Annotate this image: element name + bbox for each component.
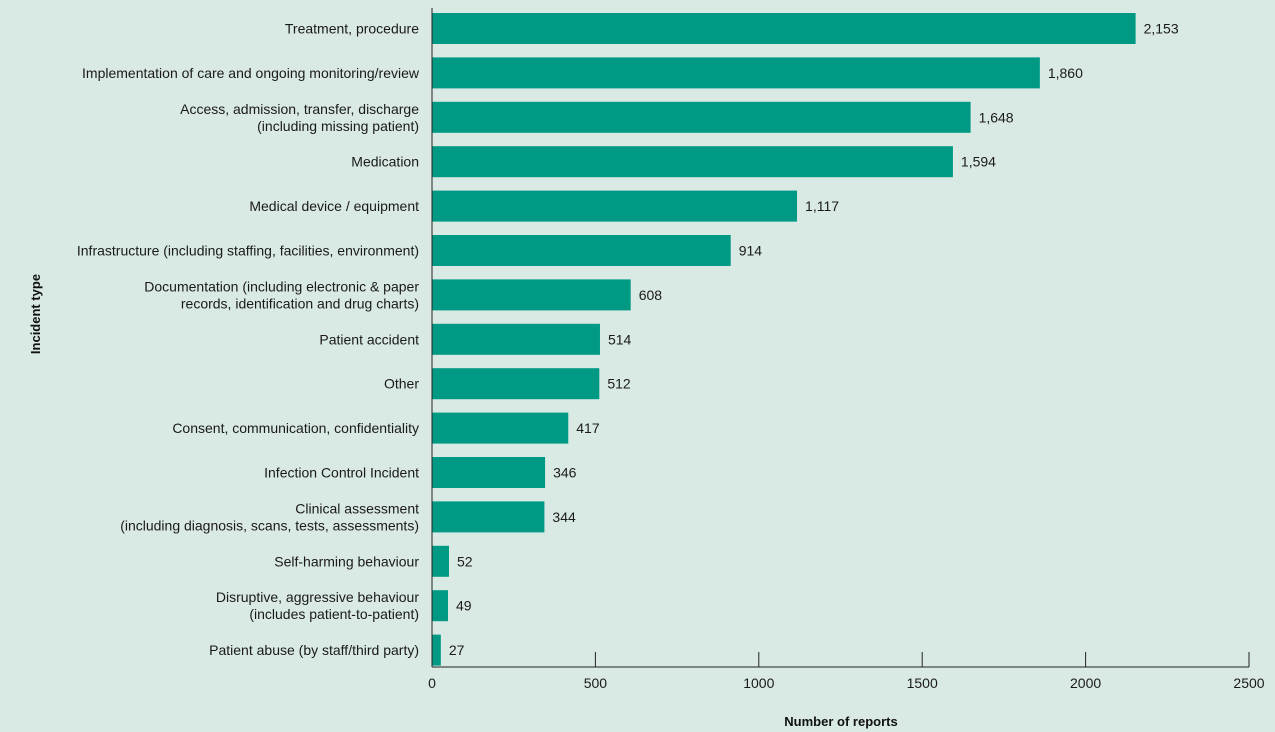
category-label: Consent, communication, confidentiality [172,420,419,436]
bar-value-label: 1,648 [979,109,1014,125]
bar [432,545,449,577]
bar [432,101,971,133]
bar [432,412,569,444]
bar [432,590,449,622]
bar-value-label: 1,594 [961,154,996,170]
category-label: Other [384,376,419,392]
category-label: Medical device / equipment [249,198,419,214]
category-label: Treatment, procedure [285,21,419,37]
category-label: Clinical assessment (including diagnosis,… [120,500,419,533]
category-label: Infection Control Incident [264,465,419,481]
bar-value-label: 49 [456,598,472,614]
x-tick-label: 1000 [743,675,774,691]
x-tick-label: 0 [428,675,436,691]
bar-value-label: 27 [449,642,465,658]
bar [432,279,631,311]
x-tick-label: 1500 [907,675,938,691]
category-label: Self-harming behaviour [274,553,419,569]
category-label: Disruptive, aggressive behaviour (include… [216,589,419,622]
bar-value-label: 914 [739,243,763,259]
bar-value-label: 1,117 [805,198,839,214]
bar-value-label: 1,860 [1048,65,1083,81]
bar-value-label: 344 [552,509,576,525]
bar-value-label: 512 [607,376,631,392]
bar-value-label: 346 [553,465,577,481]
bar [432,323,600,355]
bar-value-label: 52 [457,553,473,569]
bar [432,57,1040,89]
category-labels: Treatment, procedure Implementation of ca… [77,21,420,659]
y-axis-title: Incident type [28,274,43,354]
bar [432,368,600,400]
axes: 0 500 1000 1500 2000 2500 [428,8,1265,691]
bar [432,634,441,666]
value-labels: 2,153 1,860 1,648 1,594 1,117 914 608 514 512 417… [449,21,1179,659]
bar [432,457,546,488]
category-label: Access, admission, transfer, discharge (i… [180,101,419,134]
x-tick-label: 500 [584,675,608,691]
bar [432,190,798,222]
bar-value-label: 2,153 [1144,21,1179,37]
category-label: Patient accident [319,331,419,347]
x-tick-label: 2500 [1233,675,1264,691]
category-label: Documentation (including electronic & pa… [144,278,419,311]
bar [432,235,731,266]
category-label: Patient abuse (by staff/third party) [209,642,419,658]
bar [432,13,1136,44]
category-label: Medication [351,154,419,170]
bar-value-label: 514 [608,331,632,347]
bar [432,501,545,533]
bar-value-label: 417 [576,420,600,436]
x-axis-title: Number of reports [784,714,897,729]
bars [432,13,1136,666]
x-tick-label: 2000 [1070,675,1101,691]
category-label: Infrastructure (including staffing, faci… [77,243,419,259]
bar [432,146,953,178]
bar-value-label: 608 [639,287,663,303]
category-label: Implementation of care and ongoing monit… [82,65,420,81]
